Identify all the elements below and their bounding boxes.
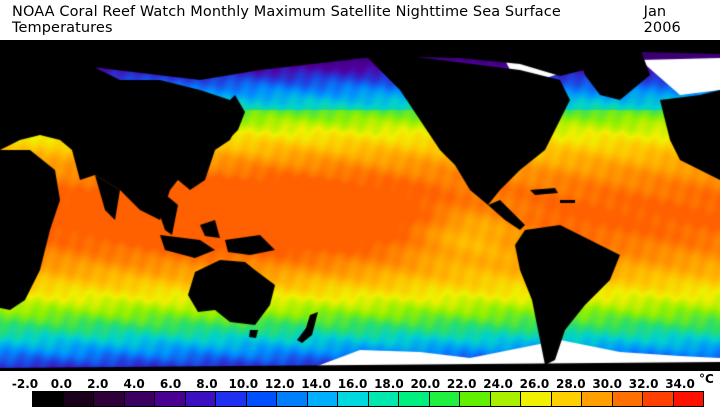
colorbar-swatch bbox=[368, 392, 399, 406]
colorbar-swatch bbox=[490, 392, 521, 406]
colorbar-tick-label: 10.0 bbox=[228, 377, 259, 391]
colorbar-tick-label: 22.0 bbox=[446, 377, 477, 391]
colorbar-tick-label: 24.0 bbox=[483, 377, 513, 391]
colorbar-tick-label: 4.0 bbox=[123, 377, 145, 391]
colorbar-swatch bbox=[643, 392, 674, 406]
colorbar-swatch bbox=[216, 392, 247, 406]
colorbar-swatch bbox=[94, 392, 125, 406]
colorbar-tick-label: 26.0 bbox=[519, 377, 550, 391]
map-title-text: NOAA Coral Reef Watch Monthly Maximum Sa… bbox=[12, 4, 561, 36]
sea-surface-temperature-map bbox=[0, 40, 720, 371]
colorbar-tick-label: 8.0 bbox=[196, 377, 218, 391]
colorbar bbox=[32, 391, 704, 407]
colorbar-swatch bbox=[399, 392, 430, 406]
colorbar-tick-label: 28.0 bbox=[556, 377, 586, 391]
colorbar-tick-label: 14.0 bbox=[301, 377, 331, 391]
colorbar-swatch bbox=[307, 392, 338, 406]
colorbar-swatch bbox=[338, 392, 369, 406]
colorbar-swatch bbox=[185, 392, 216, 406]
colorbar-tick-label: 34.0 bbox=[665, 377, 695, 391]
colorbar-swatch bbox=[246, 392, 277, 406]
temperature-colorbar-legend: -2.0 0.0 2.0 4.0 6.0 8.0 10.0 12.0 14.0 16.0 18.0 2… bbox=[0, 371, 720, 411]
colorbar-swatch bbox=[63, 392, 94, 406]
colorbar-unit: °C bbox=[699, 372, 714, 386]
colorbar-swatch bbox=[582, 392, 613, 406]
colorbar-tick-label: 30.0 bbox=[592, 377, 623, 391]
colorbar-tick-label: 12.0 bbox=[264, 377, 295, 391]
colorbar-tick-label: 0.0 bbox=[50, 377, 73, 391]
colorbar-tick-label: 6.0 bbox=[159, 377, 182, 391]
colorbar-tick-label: 18.0 bbox=[374, 377, 404, 391]
map-title-date: Jan 2006 bbox=[643, 4, 681, 36]
sst-map-canvas bbox=[0, 40, 720, 371]
colorbar-swatch bbox=[33, 392, 64, 406]
colorbar-swatch bbox=[277, 392, 308, 406]
colorbar-tick-label: -2.0 bbox=[11, 377, 39, 391]
map-title: NOAA Coral Reef Watch Monthly Maximum Sa… bbox=[0, 0, 720, 40]
colorbar-swatch bbox=[612, 392, 643, 406]
colorbar-swatch bbox=[673, 392, 703, 406]
colorbar-swatch bbox=[155, 392, 186, 406]
colorbar-swatch bbox=[521, 392, 552, 406]
colorbar-tick-label: 20.0 bbox=[410, 377, 441, 391]
colorbar-swatch bbox=[124, 392, 155, 406]
colorbar-tick-label: 16.0 bbox=[337, 377, 368, 391]
colorbar-tick-label: 2.0 bbox=[87, 377, 109, 391]
colorbar-swatch bbox=[429, 392, 460, 406]
colorbar-swatch bbox=[460, 392, 491, 406]
colorbar-tick-label: 32.0 bbox=[628, 377, 659, 391]
colorbar-swatch bbox=[551, 392, 582, 406]
